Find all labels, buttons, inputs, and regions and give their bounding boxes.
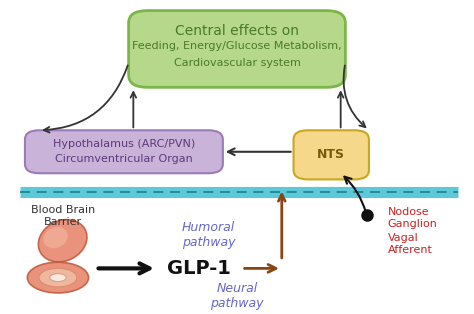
Ellipse shape: [50, 274, 66, 281]
Ellipse shape: [27, 262, 89, 293]
Text: Circumventricular Organ: Circumventricular Organ: [55, 154, 193, 165]
Ellipse shape: [38, 219, 87, 262]
Text: Nodose
Ganglion: Nodose Ganglion: [388, 207, 438, 229]
Text: Neural
pathway: Neural pathway: [210, 282, 264, 310]
FancyBboxPatch shape: [128, 11, 346, 87]
Text: Feeding, Energy/Glucose Metabolism,: Feeding, Energy/Glucose Metabolism,: [132, 41, 342, 51]
Text: Hypothalamus (ARC/PVN): Hypothalamus (ARC/PVN): [53, 139, 195, 149]
Text: NTS: NTS: [317, 148, 345, 161]
Text: Cardiovascular system: Cardiovascular system: [173, 58, 301, 68]
FancyBboxPatch shape: [25, 130, 223, 173]
Text: GLP-1: GLP-1: [167, 259, 231, 278]
Text: Vagal
Afferent: Vagal Afferent: [388, 233, 433, 255]
FancyBboxPatch shape: [293, 130, 369, 179]
Text: Central effects on: Central effects on: [175, 24, 299, 38]
Ellipse shape: [44, 227, 68, 248]
Ellipse shape: [39, 268, 77, 287]
Text: Blood Brain
Barrier: Blood Brain Barrier: [30, 205, 95, 227]
Text: Humoral
pathway: Humoral pathway: [182, 221, 236, 249]
